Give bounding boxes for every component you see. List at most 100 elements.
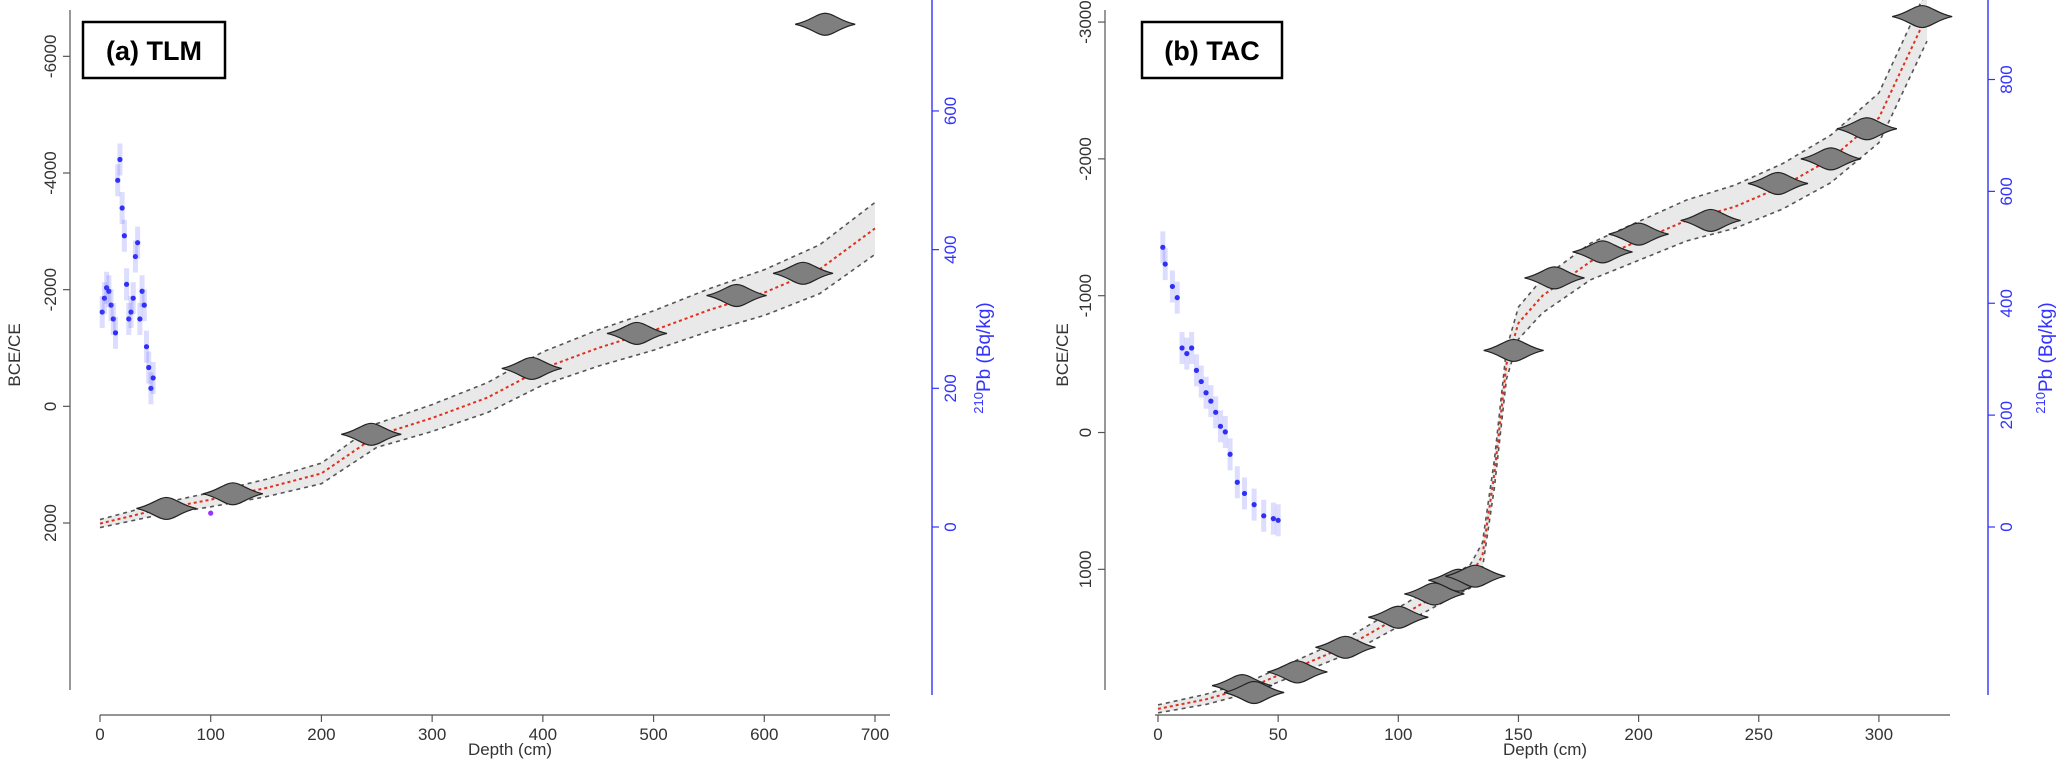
pb210-point [132, 253, 139, 260]
pb210-point [1189, 345, 1195, 351]
pb210-point [121, 233, 127, 239]
pb210-point [1213, 409, 1219, 415]
date-distribution [1404, 582, 1465, 606]
pb210-point [139, 288, 145, 294]
x-axis-title: Depth (cm) [468, 740, 552, 759]
axis-ticks: 0 100 200 300 400 500 600 700 -6000 -4000 -2000 0 20… [41, 35, 960, 744]
pb210-point [128, 309, 134, 315]
date-distribution [1747, 171, 1809, 196]
x-tick-label: 200 [1624, 725, 1652, 744]
panel-background [0, 0, 960, 761]
pb210-point [1275, 517, 1281, 523]
y2-axis-title-sup: 210 [971, 392, 986, 414]
date-distribution [1836, 117, 1898, 141]
pb210-point [112, 330, 119, 336]
pb210-series [99, 143, 214, 516]
y-tick-label: 2000 [41, 504, 60, 542]
x-tick-label: 100 [1384, 725, 1412, 744]
x-axis-title: Depth (cm) [1503, 740, 1587, 759]
pb210-point [1184, 350, 1190, 357]
y-tick-label: 0 [41, 402, 60, 411]
date-distribution [1524, 266, 1585, 290]
pb210-point [1270, 516, 1276, 522]
panel-label-box: (b) TAC [1140, 20, 1284, 80]
y-axis-title: BCE/CE [1053, 323, 1072, 386]
pb210-point [108, 302, 114, 308]
pb210-point [1261, 513, 1267, 519]
date-distribution [1224, 680, 1285, 705]
x-tick-label: 300 [418, 725, 446, 744]
pb210-point [1251, 502, 1257, 508]
pb210-point [110, 316, 116, 322]
x-tick-label: 500 [639, 725, 667, 744]
pb210-point [1169, 283, 1176, 290]
pb210-point [1179, 345, 1185, 351]
y2-tick-label: 0 [941, 522, 960, 531]
y-tick-label: -2000 [41, 268, 60, 311]
date-distribution [1608, 222, 1669, 246]
pb210-point [137, 316, 143, 322]
y2-axis-title: 210Pb (Bq/kg) [971, 302, 996, 413]
date-distribution [1315, 635, 1376, 659]
pb210-point [1193, 367, 1200, 373]
pb210-point [117, 156, 123, 163]
date-distribution [1892, 4, 1953, 29]
x-tick-label: 700 [861, 725, 889, 744]
pb210-point [148, 385, 154, 391]
y2-axis-title-main: Pb (Bq/kg) [2036, 302, 2057, 392]
calibrated-dates [136, 12, 856, 521]
pb210-point [1203, 390, 1209, 396]
x-tick-label: 0 [95, 725, 104, 744]
date-distribution [1368, 605, 1429, 629]
pb210-point [146, 364, 152, 371]
y2-axis-title-sup: 210 [2033, 392, 2048, 414]
y-tick-label: -6000 [41, 35, 60, 78]
date-distribution [606, 321, 668, 346]
mean-age-line [1157, 14, 1928, 710]
date-distribution [202, 482, 263, 506]
pb210-point [1217, 423, 1224, 429]
y-tick-label: -3000 [1076, 0, 1095, 43]
x-tick-label: 0 [1153, 725, 1162, 744]
y2-axis-title-main: Pb (Bq/kg) [974, 302, 995, 392]
date-distribution [1483, 338, 1544, 363]
date-distribution [772, 261, 834, 285]
date-distribution [1680, 208, 1741, 233]
y2-tick-label: 400 [1997, 289, 2016, 317]
date-distribution [795, 12, 856, 36]
x-tick-label: 400 [529, 725, 557, 744]
pb210-point [101, 295, 108, 301]
y-tick-label: -2000 [1076, 137, 1095, 180]
x-tick-label: 600 [750, 725, 778, 744]
y-tick-label: -4000 [41, 151, 60, 194]
pb210-point [126, 316, 132, 322]
pb210-point [1174, 295, 1180, 301]
x-tick-label: 300 [1865, 725, 1893, 744]
pb210-point [115, 177, 121, 183]
pb210-point [106, 288, 112, 294]
y2-tick-label: 600 [941, 97, 960, 125]
pb210-point [1227, 451, 1233, 457]
pb210-point [1208, 398, 1214, 404]
x-tick-label: 100 [197, 725, 225, 744]
x-tick-label: 50 [1269, 725, 1288, 744]
age-model-envelope [1157, 0, 1928, 714]
pb210-point [1160, 244, 1166, 250]
y-axis-title: BCE/CE [5, 323, 24, 386]
y2-tick-label: 600 [1997, 177, 2016, 205]
axis-ticks: 0 50 100 150 200 250 300 -3000 -2000 -1000 0 1000 0 2… [1076, 0, 2016, 744]
panel-label-frame [1140, 20, 1284, 80]
x-tick-label: 200 [307, 725, 335, 744]
y2-tick-label: 200 [941, 374, 960, 402]
date-distribution [706, 283, 767, 308]
y2-tick-label: 400 [941, 235, 960, 263]
date-distribution [1800, 147, 1861, 171]
y-tick-label: 1000 [1076, 550, 1095, 588]
pb210-point [135, 240, 141, 246]
calibrated-dates [1211, 4, 1953, 705]
lower-bound-line [1157, 40, 1928, 714]
date-distribution [1267, 660, 1328, 684]
x-tick-label: 250 [1745, 725, 1773, 744]
date-distribution [501, 356, 562, 381]
